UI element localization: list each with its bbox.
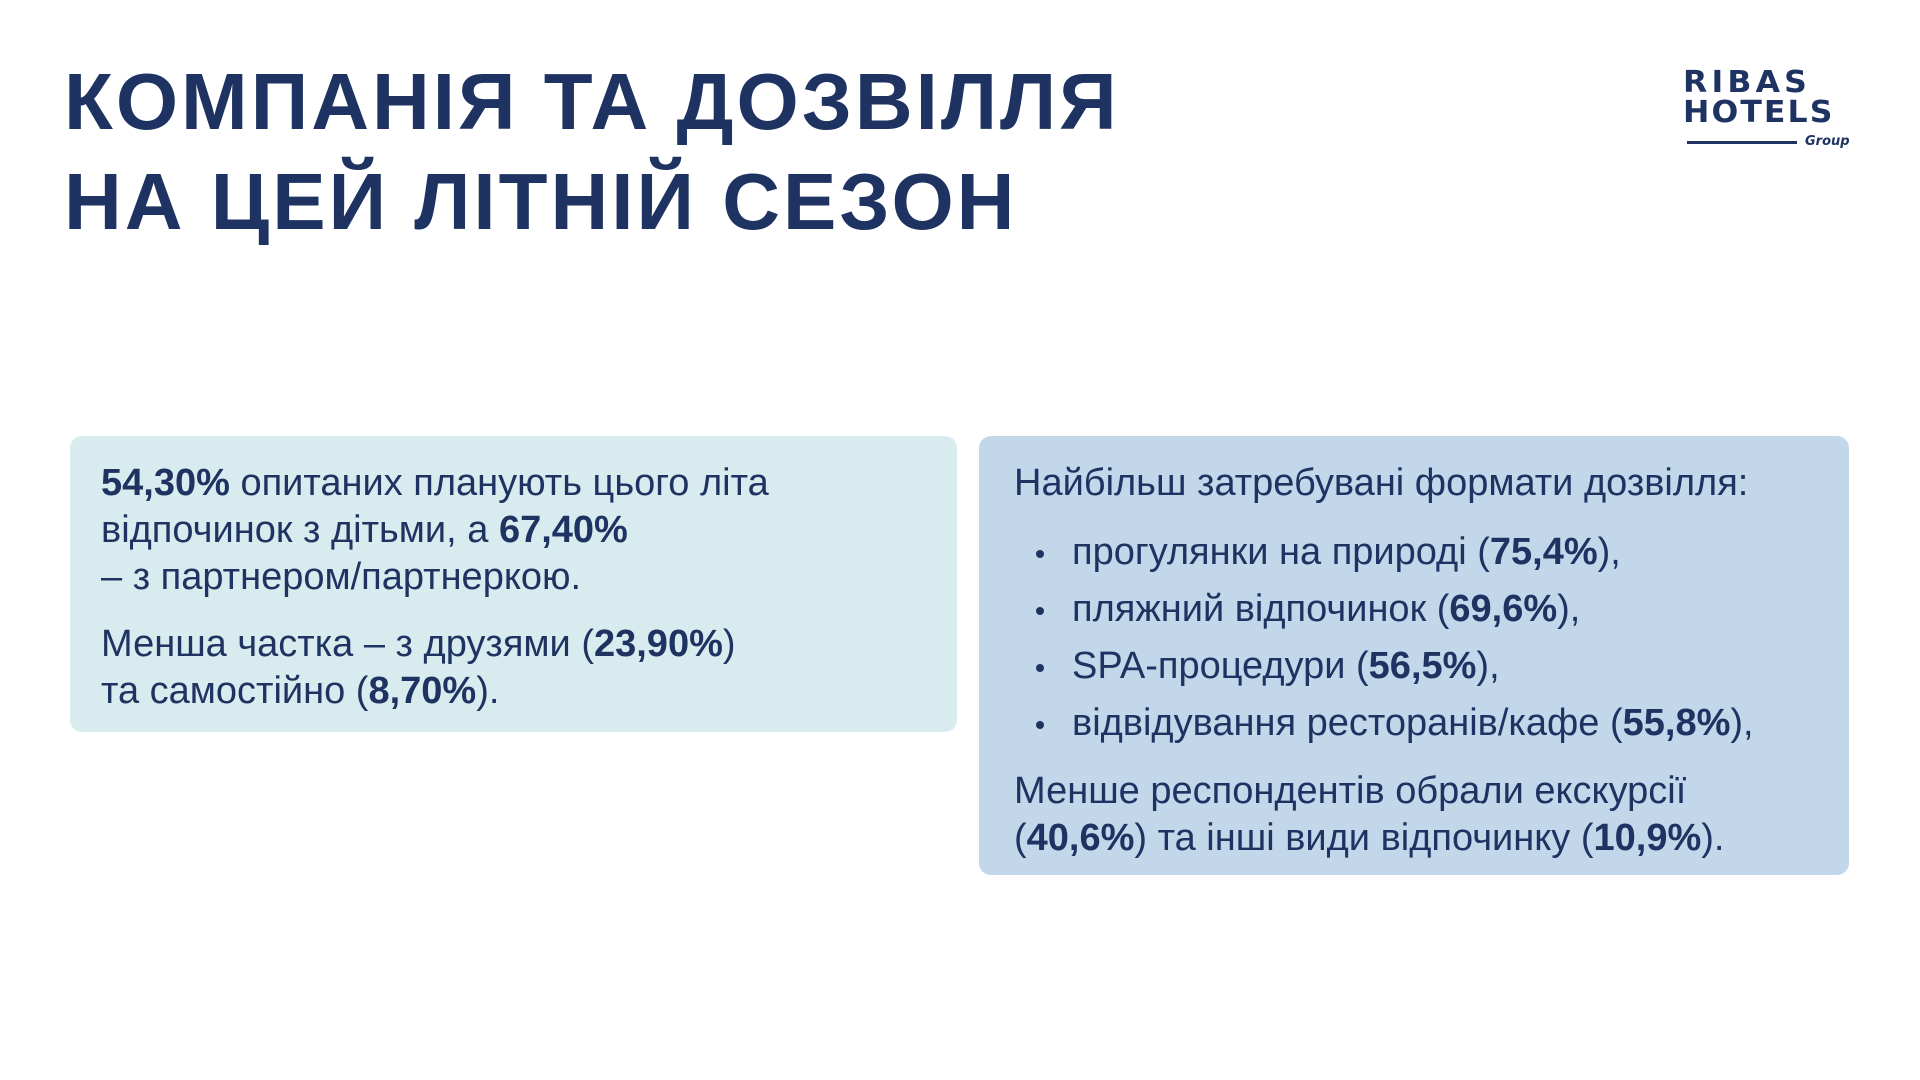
stat-other: 10,9%: [1593, 817, 1702, 859]
ribas-hotels-logo: RIBAS HOTELS Group: [1683, 68, 1861, 154]
stat-alone: 8,70%: [368, 670, 477, 712]
logo-word-ribas: RIBAS: [1683, 65, 1812, 100]
stat-with-partner: 67,40%: [498, 509, 628, 551]
text-fragment: ),: [1476, 645, 1500, 687]
logo-rule: [1687, 141, 1797, 144]
item-label: прогулянки на природі (: [1072, 531, 1490, 573]
companion-paragraph-2: Менша частка – з друзями (23,90%) та само…: [101, 621, 927, 715]
text-fragment: опитаних планують цього літа: [229, 462, 769, 504]
text-fragment: відпочинок з дітьми, а: [101, 509, 499, 551]
list-item: відвідування ресторанів/кафе (55,8%),: [1014, 695, 1829, 752]
text-fragment: ),: [1557, 588, 1581, 630]
bullet-icon: [1036, 721, 1044, 729]
item-percent: 55,8%: [1622, 702, 1731, 744]
list-item: пляжний відпочинок (69,6%),: [1014, 581, 1829, 638]
leisure-list: прогулянки на природі (75,4%), пляжний в…: [1014, 524, 1829, 752]
stat-with-friends: 23,90%: [593, 623, 723, 665]
list-item: SPA-процедури (56,5%),: [1014, 638, 1829, 695]
text-fragment: Менша частка – з друзями (: [101, 623, 594, 665]
text-fragment: ),: [1730, 702, 1754, 744]
text-fragment: (: [1014, 817, 1027, 859]
bullet-icon: [1036, 550, 1044, 558]
text-fragment: ): [722, 623, 736, 665]
page-title: КОМПАНІЯ ТА ДОЗВІЛЛЯ НА ЦЕЙ ЛІТНІЙ СЕЗОН: [64, 52, 1120, 252]
list-item: прогулянки на природі (75,4%),: [1014, 524, 1829, 581]
companion-stats-box: 54,30% опитаних планують цього літа відпо…: [70, 436, 957, 732]
logo-word-hotels: HOTELS: [1683, 95, 1835, 130]
text-fragment: ).: [476, 670, 500, 712]
text-fragment: – з партнером/партнеркою.: [101, 556, 582, 598]
leisure-footer: Менше респондентів обрали екскурсії (40,6…: [1014, 768, 1829, 862]
bullet-icon: [1036, 607, 1044, 615]
logo-group-label: Group: [1805, 134, 1850, 149]
text-fragment: Менше респондентів обрали екскурсії: [1014, 770, 1687, 812]
title-line-2: НА ЦЕЙ ЛІТНІЙ СЕЗОН: [64, 157, 1018, 246]
text-fragment: ) та інші види відпочинку (: [1134, 817, 1594, 859]
stat-excursions: 40,6%: [1026, 817, 1135, 859]
title-line-1: КОМПАНІЯ ТА ДОЗВІЛЛЯ: [64, 57, 1120, 146]
item-percent: 69,6%: [1449, 588, 1558, 630]
leisure-heading: Найбільш затребувані формати дозвілля:: [1014, 462, 1749, 504]
companion-paragraph-1: 54,30% опитаних планують цього літа відпо…: [101, 460, 927, 601]
leisure-formats-box: Найбільш затребувані формати дозвілля: п…: [979, 436, 1849, 875]
text-fragment: ).: [1701, 817, 1725, 859]
item-percent: 56,5%: [1368, 645, 1477, 687]
item-label: відвідування ресторанів/кафе (: [1072, 702, 1623, 744]
text-fragment: та самостійно (: [101, 670, 369, 712]
item-label: SPA-процедури (: [1072, 645, 1369, 687]
stat-with-kids: 54,30%: [101, 462, 230, 504]
item-label: пляжний відпочинок (: [1072, 588, 1450, 630]
text-fragment: ),: [1597, 531, 1621, 573]
bullet-icon: [1036, 664, 1044, 672]
item-percent: 75,4%: [1489, 531, 1598, 573]
